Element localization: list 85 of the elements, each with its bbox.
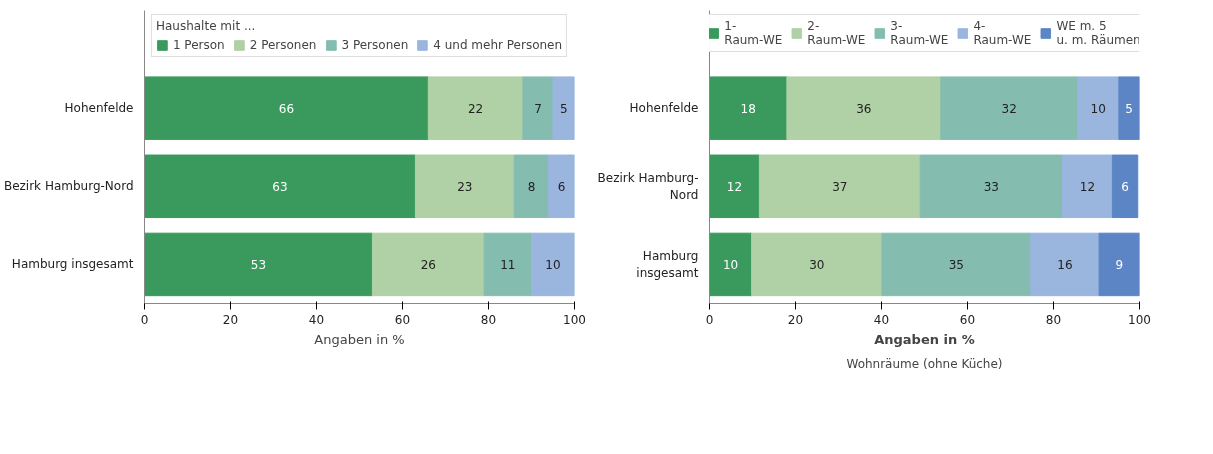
x-tick-label: 60 [394,312,411,327]
x-tick-label: 80 [480,312,497,327]
bar [1098,232,1140,297]
text: Wohnräume (ohne Küche) [846,356,1003,371]
bar [522,76,554,140]
bar [709,232,753,297]
bar [144,154,416,219]
data-label: 10 [545,257,561,272]
bar [513,154,550,219]
data-label: 18 [740,101,756,116]
bar [483,232,532,297]
x-tick-label: 40 [308,312,325,327]
data-label: 66 [278,101,295,116]
x-tick-label: 60 [959,312,976,327]
data-label: 32 [1001,101,1017,116]
bar [751,232,883,297]
legend-label: 2 Personen [249,38,317,52]
bar [1111,154,1139,219]
x-tick-label: 20 [787,312,804,327]
data-label: 22 [467,101,484,116]
legend-label: 3 Personen [341,38,409,52]
data-label: 35 [948,257,964,272]
y-tick-label: Bezirk Hamburg- Nord [597,170,699,202]
data-label: 12 [726,179,743,194]
data-label: 11 [500,257,516,272]
legend-label: 4- Raum-WE [973,19,1032,47]
bar [548,154,575,219]
data-label: 9 [1115,257,1124,272]
bar [427,76,524,140]
data-label: 33 [983,179,1000,194]
bar [709,154,760,219]
legend-label: WE m. 5 u. m. Räumen [1056,19,1140,47]
x-axis-title: Angaben in % [874,331,975,347]
y-tick-label: Hamburg insgesamt [11,257,134,272]
bar [1030,232,1100,297]
y-tick-label: Hohenfelde [629,101,699,116]
data-label: 6 [557,179,566,194]
x-axis-title: Angaben in % [314,331,405,347]
bar [1062,154,1113,219]
y-tick-label: Hohenfelde [64,101,134,116]
data-label: 53 [250,257,267,272]
bar [1077,76,1120,140]
data-label: 30 [809,257,825,272]
bar [1118,76,1140,140]
data-label: 6 [1121,179,1129,194]
bar [709,76,788,140]
data-label: 5 [559,101,568,116]
bar [919,154,1064,219]
data-label: 7 [534,101,542,116]
legend-label: 2- Raum-WE [807,19,866,47]
bar [414,154,515,219]
data-label: 16 [1057,257,1073,272]
bar [371,232,485,297]
bar [940,76,1079,140]
legend-title: Haushalte mit ... [155,19,257,33]
bar [531,232,575,297]
x-tick-label: 0 [705,312,714,327]
x-tick-label: 100 [1128,312,1151,327]
data-label: 26 [420,257,436,272]
x-tick-label: 80 [1045,312,1062,327]
bar [881,232,1032,297]
x-tick-label: 0 [140,312,149,327]
legend-label: 3- Raum-WE [890,19,949,47]
data-label: 5 [1125,101,1133,116]
bar [144,232,373,297]
legend-label: 1- Raum-WE [724,19,783,47]
x-tick-label: 100 [563,312,586,327]
data-label: 37 [832,179,848,194]
data-label: 36 [856,101,872,116]
bar [758,154,921,219]
bar [144,76,429,140]
x-tick-label: 40 [873,312,890,327]
y-tick-label: Hamburg insgesamt [636,249,699,280]
x-tick-label: 20 [222,312,239,327]
data-label: 23 [457,179,473,194]
y-tick-label: Bezirk Hamburg-Nord [3,179,134,194]
data-label: 10 [1090,101,1106,116]
bar [552,76,575,140]
data-label: 8 [527,179,536,194]
data-label: 12 [1079,179,1096,194]
legend-label: 1 Person [172,38,225,52]
data-label: 63 [272,179,288,194]
bar [786,76,942,140]
legend-label: 4 und mehr Personen [433,38,563,52]
data-label: 10 [722,257,739,272]
